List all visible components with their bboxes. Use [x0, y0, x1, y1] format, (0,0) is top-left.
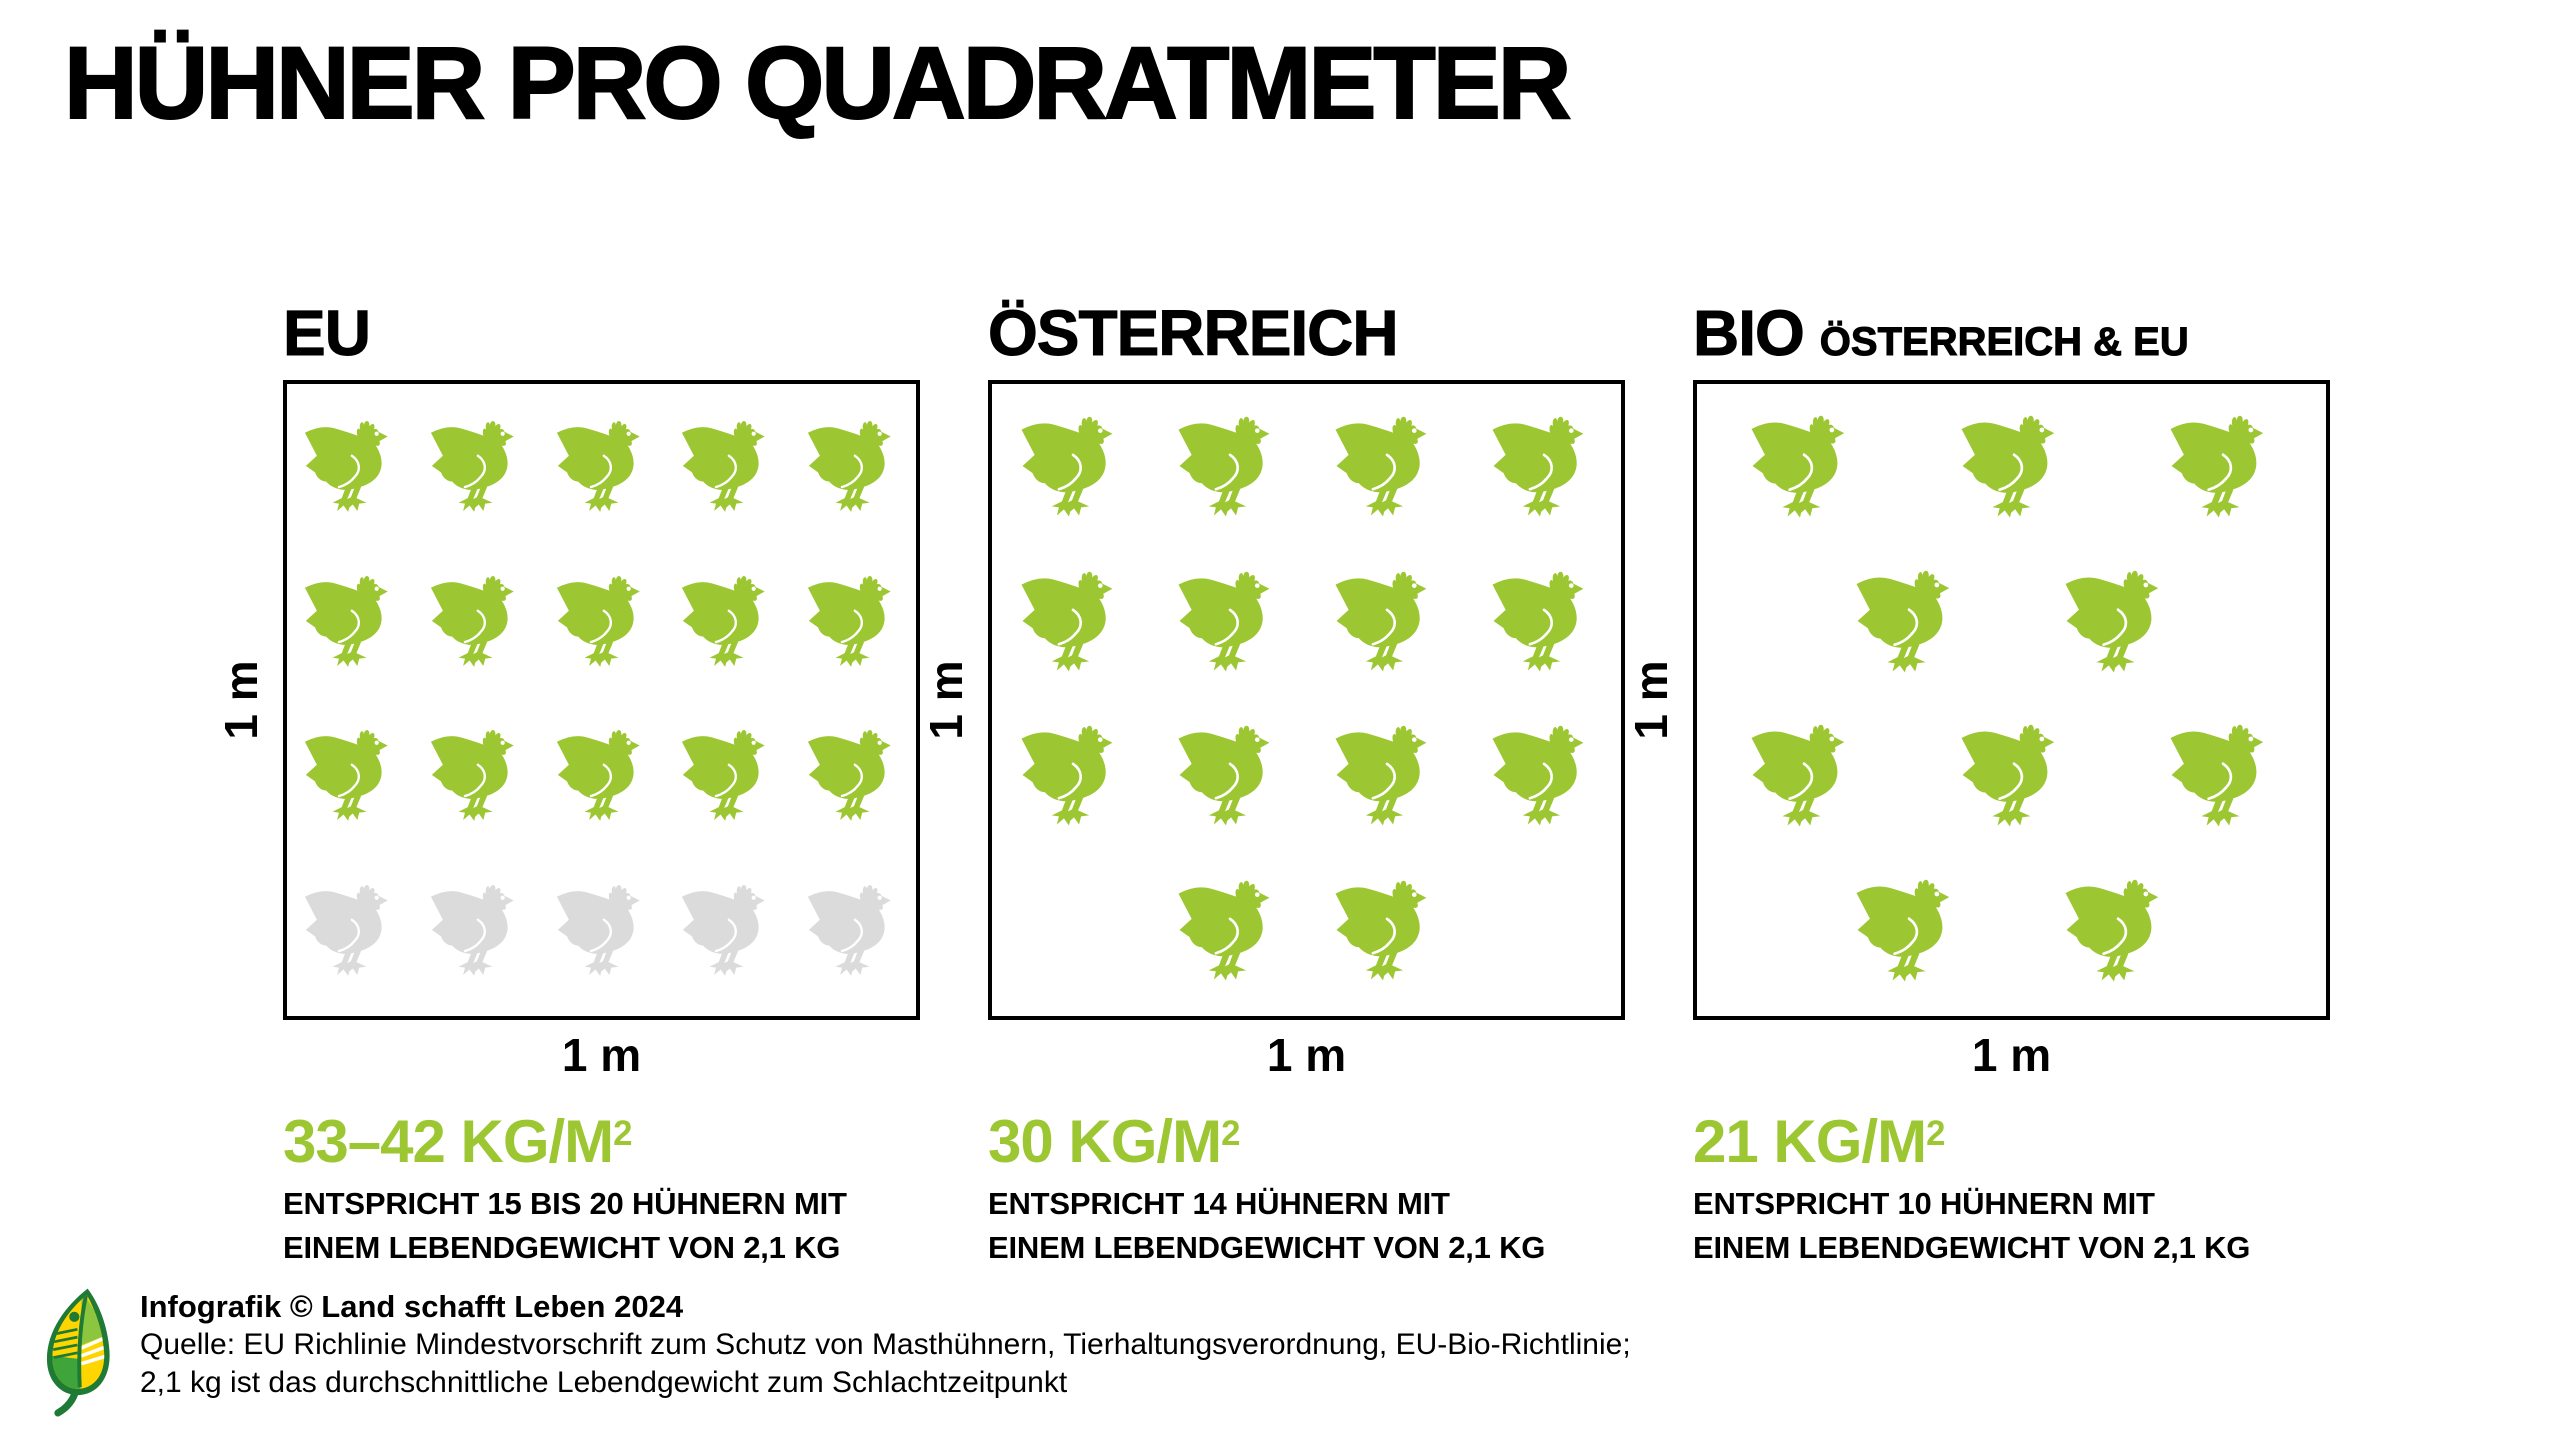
- chicken-icon-green: [1020, 722, 1121, 827]
- panel-bio-title-text: BIO: [1693, 297, 1806, 370]
- panel-eu-title: EU: [283, 296, 920, 380]
- panel-austria: ÖSTERREICH 1 m 1 m 30 KG/M2 ENTSPRICHT 1…: [920, 296, 1625, 1270]
- panel-austria-density-value: 30 KG/M2: [988, 1108, 1240, 1175]
- chicken-icon-green: [2065, 566, 2168, 673]
- chicken-icon-green: [304, 726, 396, 822]
- panel-eu-density-value: 33–42 KG/M2: [283, 1108, 633, 1175]
- panel-eu: EU 1 m 1 m 33–42 KG/M2 ENTSPRICHT 15 BIS…: [215, 296, 920, 1270]
- panel-bio: BIO ÖSTERREICH & EU 1 m 1 m 21 KG/M2 ENT…: [1625, 296, 2330, 1270]
- panel-eu-desc-line1: ENTSPRICHT 15 BIS 20 HÜHNERN MIT: [283, 1186, 847, 1221]
- panels-row: EU 1 m 1 m 33–42 KG/M2 ENTSPRICHT 15 BIS…: [215, 296, 2330, 1270]
- chicken-icon-green: [556, 417, 648, 513]
- chicken-icon-green: [1492, 722, 1593, 827]
- panel-bio-desc-line1: ENTSPRICHT 10 HÜHNERN MIT: [1693, 1186, 2155, 1221]
- chicken-icon-green: [556, 726, 648, 822]
- chicken-icon-green: [1335, 876, 1436, 981]
- panel-austria-bottom-label: 1 m: [1266, 1029, 1347, 1081]
- chicken-icon-green: [1855, 875, 1958, 982]
- panel-austria-chickens: [992, 388, 1621, 1006]
- chicken-icon-green: [1335, 567, 1436, 672]
- chicken-icon-green: [681, 726, 773, 822]
- chicken-icon-green: [2170, 721, 2273, 828]
- panel-bio-chickens: [1697, 388, 2326, 1006]
- panel-eu-title-text: EU: [283, 297, 372, 370]
- panel-bio-title: BIO ÖSTERREICH & EU: [1693, 296, 2330, 380]
- chicken-icon-gray: [681, 881, 773, 977]
- chicken-icon-green: [1960, 412, 2063, 519]
- page-title: HÜHNER PRO QUADRATMETER: [63, 26, 1572, 140]
- panel-bio-square: 1 m: [1625, 380, 2330, 1020]
- panel-austria-description: ENTSPRICHT 14 HÜHNERN MIT EINEM LEBENDGE…: [988, 1182, 1625, 1270]
- chicken-icon-green: [807, 572, 899, 668]
- panel-eu-bottom-label: 1 m: [561, 1029, 642, 1081]
- chicken-icon-green: [1750, 412, 1853, 519]
- chicken-icon-green: [556, 572, 648, 668]
- chicken-icon-green: [1177, 413, 1278, 518]
- chicken-icon-green: [304, 572, 396, 668]
- footer-source-line2: 2,1 kg ist das durchschnittliche Lebendg…: [140, 1366, 1068, 1400]
- panel-bio-desc-line2: EINEM LEBENDGEWICHT VON 2,1 KG: [1693, 1230, 2251, 1266]
- chicken-icon-green: [1020, 567, 1121, 672]
- chicken-icon-green: [430, 572, 522, 668]
- chicken-icon-green: [1020, 413, 1121, 518]
- land-schafft-leben-leaf-logo: [46, 1288, 110, 1417]
- chicken-icon-green: [1177, 876, 1278, 981]
- chicken-icon-green: [1492, 567, 1593, 672]
- footer-source-line1: Quelle: EU Richlinie Mindestvorschrift z…: [140, 1328, 1631, 1362]
- chicken-icon-green: [304, 417, 396, 513]
- chicken-icon-gray: [556, 881, 648, 977]
- panel-bio-density-sup: 2: [1926, 1113, 1945, 1153]
- footer: Infografik © Land schafft Leben 2024 Que…: [36, 1283, 1631, 1421]
- panel-eu-description: ENTSPRICHT 15 BIS 20 HÜHNERN MIT EINEM L…: [283, 1182, 920, 1270]
- chicken-icon-green: [1750, 721, 1853, 828]
- panel-eu-chickens: [287, 388, 916, 1006]
- panel-bio-side-label: 1 m: [1625, 660, 1677, 740]
- chicken-icon-green: [807, 417, 899, 513]
- chicken-icon-gray: [807, 881, 899, 977]
- chicken-icon-green: [1492, 413, 1593, 518]
- chicken-icon-gray: [430, 881, 522, 977]
- panel-bio-subtitle: ÖSTERREICH & EU: [1819, 320, 2189, 365]
- chicken-icon-green: [2170, 412, 2273, 519]
- footer-credit: Infografik © Land schafft Leben 2024: [140, 1289, 684, 1324]
- panel-eu-desc-line2: EINEM LEBENDGEWICHT VON 2,1 KG: [283, 1230, 841, 1266]
- chicken-icon-green: [1335, 413, 1436, 518]
- panel-austria-side-label: 1 m: [920, 660, 972, 740]
- chicken-icon-green: [1855, 566, 1958, 673]
- panel-austria-title-text: ÖSTERREICH: [988, 297, 1400, 370]
- chicken-icon-gray: [304, 881, 396, 977]
- chicken-icon-green: [807, 726, 899, 822]
- panel-bio-bottom-label: 1 m: [1971, 1029, 2052, 1081]
- chicken-icon-green: [1177, 567, 1278, 672]
- chicken-icon-green: [430, 417, 522, 513]
- chicken-icon-green: [681, 572, 773, 668]
- chicken-icon-green: [2065, 875, 2168, 982]
- chicken-icon-green: [1960, 721, 2063, 828]
- panel-eu-density-sup: 2: [613, 1113, 632, 1153]
- chicken-icon-green: [430, 726, 522, 822]
- panel-eu-side-label: 1 m: [215, 660, 267, 740]
- panel-austria-desc-line2: EINEM LEBENDGEWICHT VON 2,1 KG: [988, 1230, 1546, 1266]
- panel-austria-square: 1 m: [920, 380, 1625, 1020]
- panel-austria-title: ÖSTERREICH: [988, 296, 1625, 380]
- panel-eu-square: 1 m: [215, 380, 920, 1020]
- chicken-icon-green: [1177, 722, 1278, 827]
- panel-austria-desc-line1: ENTSPRICHT 14 HÜHNERN MIT: [988, 1186, 1450, 1221]
- footer-text: Infografik © Land schafft Leben 2024 Que…: [140, 1283, 1631, 1403]
- panel-austria-density-sup: 2: [1221, 1113, 1240, 1153]
- panel-bio-description: ENTSPRICHT 10 HÜHNERN MIT EINEM LEBENDGE…: [1693, 1182, 2330, 1270]
- chicken-icon-green: [1335, 722, 1436, 827]
- chicken-icon-green: [681, 417, 773, 513]
- panel-bio-density-value: 21 KG/M2: [1693, 1108, 1945, 1175]
